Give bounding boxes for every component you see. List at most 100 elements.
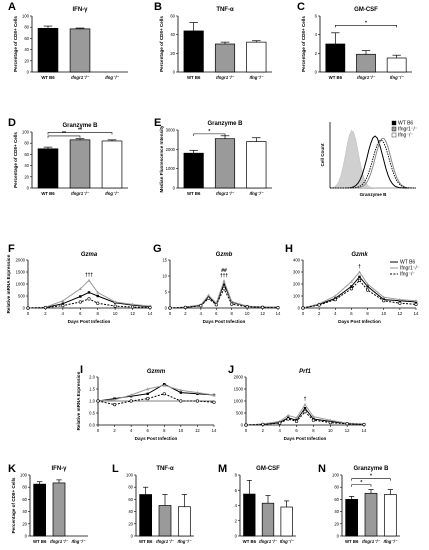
x-tick-label: 2 — [318, 311, 321, 316]
y-tick-label: 80 — [24, 141, 29, 146]
y-tick-label: 1.5 — [89, 387, 95, 392]
y-tick-label: 0 — [165, 306, 168, 311]
panel-l: 0 20 40 60 80 100 TNF-α WT B6 Ifngr1⁻/⁻ Ifng⁻/⁻ — [126, 466, 194, 544]
panel-title: Granzyme B — [207, 121, 243, 127]
data-point — [358, 275, 361, 278]
y-tick-label: 5 — [165, 290, 168, 295]
data-point — [260, 305, 265, 309]
bar — [177, 506, 191, 537]
y-tick-label: 40 — [170, 32, 175, 37]
x-category-label: Ifng⁻/⁻ — [178, 539, 192, 544]
y-tick-label: 100 — [22, 14, 30, 19]
panel-title: IFN-γ — [73, 7, 89, 13]
series-line — [302, 279, 417, 309]
data-point — [295, 416, 299, 419]
panel-letter-a: A — [8, 1, 16, 13]
y-tick-label: 60 — [24, 152, 29, 157]
y-tick-label: 8 — [235, 473, 238, 478]
data-point — [212, 400, 216, 404]
y-axis-label: Cell Count — [320, 143, 325, 166]
panel-e-histogram: Cell Count Granzyme B WT B6Ifngr1⁻/⁻Ifng⁻/… — [320, 121, 418, 198]
y-tick-label: 40 — [24, 47, 29, 52]
x-tick-label: 12 — [260, 311, 265, 316]
y-tick-label: 0 — [131, 534, 134, 539]
data-point — [362, 422, 366, 427]
x-category-label: Ifng⁻/⁻ — [384, 539, 398, 544]
x-tick-label: 8 — [231, 311, 234, 316]
y-tick-label: 2 — [235, 518, 238, 523]
x-tick-label: 12 — [130, 311, 135, 316]
panel-letter-i: I — [80, 364, 83, 376]
x-tick-label: 10 — [328, 428, 333, 433]
y-tick-label: 2 — [315, 51, 318, 56]
data-point — [328, 418, 332, 422]
x-category-label: Ifngr1⁻/⁻ — [357, 75, 375, 80]
bar — [325, 43, 346, 73]
x-category-label: Ifng⁻/⁻ — [390, 75, 404, 80]
bar — [214, 138, 236, 189]
data-point — [301, 306, 305, 310]
significance-label: ††† — [220, 273, 229, 279]
bar — [383, 494, 397, 537]
x-tick-label: 6 — [350, 311, 353, 316]
significance-label: † — [358, 264, 361, 270]
legend-label: WT B6 — [398, 121, 413, 127]
y-tick-label: 0 — [298, 306, 301, 311]
data-point — [349, 287, 354, 291]
y-tick-label: 0.0 — [89, 423, 95, 428]
data-point — [78, 300, 82, 304]
data-point — [294, 419, 299, 424]
y-tick-label: 20 — [128, 521, 133, 526]
panel-e: 0 1000 2000 3000 Granzyme B Median Fluorescen… — [159, 121, 272, 196]
y-tick-label: 1000 — [166, 166, 176, 171]
x-category-label: Ifng⁻/⁻ — [105, 191, 119, 196]
significance-label: * — [370, 474, 372, 480]
x-tick-label: 14 — [212, 428, 217, 433]
bar — [158, 505, 172, 537]
x-tick-label: 14 — [276, 311, 281, 316]
x-tick-label: 4 — [200, 311, 203, 316]
y-tick-label: 1000 — [16, 282, 26, 287]
data-point — [78, 287, 82, 290]
data-point — [148, 305, 152, 310]
series-line — [245, 411, 365, 426]
x-tick-label: 4 — [62, 311, 65, 316]
y-tick-label: 0 — [315, 70, 318, 75]
legend-label: Ifng⁻/⁻ — [400, 272, 415, 278]
data-point — [358, 270, 361, 274]
data-point — [131, 302, 135, 306]
bar — [246, 41, 267, 73]
significance-label: ** — [78, 128, 82, 134]
x-tick-label: 2 — [113, 428, 116, 433]
x-category-label: WT B6 — [243, 539, 257, 544]
significance-label: ## — [221, 268, 227, 274]
y-tick-label: 500 — [236, 411, 244, 416]
y-axis-label: Percentage of CD8+ Cells — [301, 16, 306, 72]
bar — [37, 27, 59, 73]
series-line — [245, 403, 365, 426]
y-tick-label: 60 — [170, 14, 175, 19]
x-category-label: Ifngr1⁻/⁻ — [71, 75, 89, 80]
y-tick-label: 0 — [27, 186, 30, 191]
y-tick-label: 15 — [162, 258, 167, 263]
data-point — [317, 303, 321, 307]
x-tick-label: 6 — [147, 428, 150, 433]
panel-g: 0 5 10 15 0 2 4 6 8 10 12 14 Days Post Infection Gzmb… — [162, 252, 281, 324]
series-line — [97, 393, 215, 406]
x-tick-label: 0 — [27, 311, 30, 316]
data-point — [195, 399, 200, 403]
series-line — [27, 279, 151, 309]
x-category-label: WT B6 — [41, 75, 55, 80]
data-point — [61, 304, 65, 308]
data-point — [366, 285, 369, 288]
y-tick-label: 1500 — [234, 387, 244, 392]
y-tick-label: 80 — [128, 485, 133, 490]
x-tick-label: 8 — [163, 428, 166, 433]
panel-title: Gzmk — [351, 252, 368, 258]
panel-title: IFN-γ — [52, 466, 68, 472]
bar — [386, 57, 407, 73]
y-tick-label: 40 — [128, 509, 133, 514]
data-point — [230, 300, 234, 303]
data-point — [244, 423, 248, 427]
y-axis-label: Percentage of CD8+ Cells — [11, 477, 16, 533]
